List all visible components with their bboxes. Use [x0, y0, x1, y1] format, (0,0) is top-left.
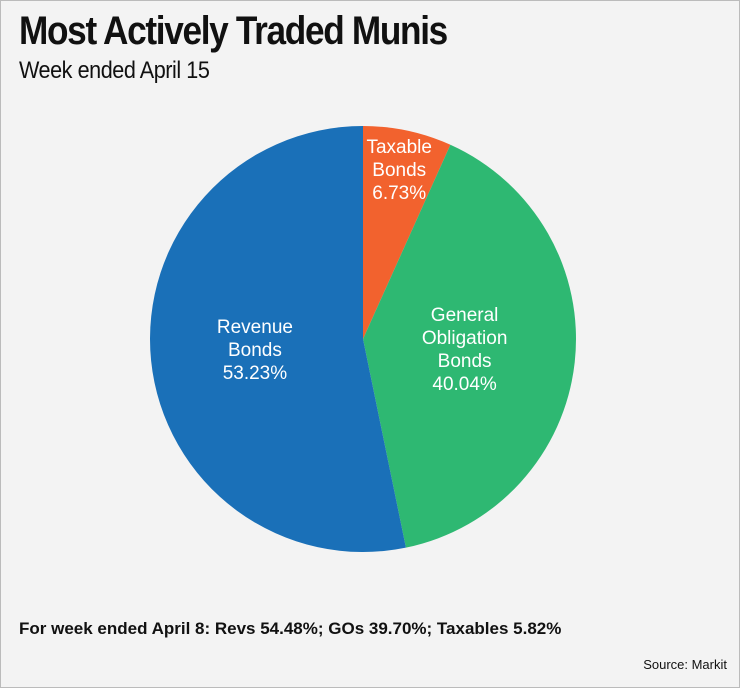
chart-title: Most Actively Traded Munis: [19, 9, 448, 53]
value-label: 40.04%: [432, 374, 497, 396]
slice-name: General Obligation Bonds: [421, 305, 508, 373]
slice-name: Taxable Bonds: [366, 136, 432, 181]
annotation: For week ended April 8: Revs 54.48%; GOs…: [19, 619, 562, 638]
pie-slice: [363, 126, 451, 339]
pie-slice: [363, 144, 576, 548]
slice-name: Revenue Bonds: [216, 316, 293, 361]
pie-slice: [150, 126, 406, 552]
value-label: 6.73%: [372, 182, 427, 204]
source: Source: Markit: [643, 657, 727, 672]
value-label: 53.23%: [222, 362, 288, 384]
chart-subtitle: Week ended April 15: [19, 57, 210, 84]
